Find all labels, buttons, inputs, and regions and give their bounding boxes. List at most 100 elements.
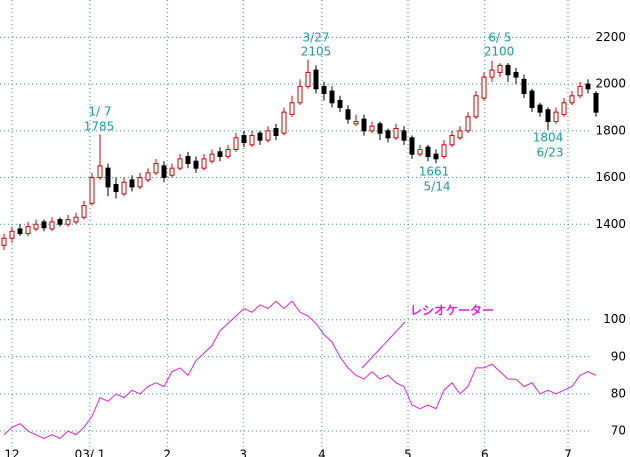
- candle-body: [225, 149, 231, 158]
- candle-body: [569, 95, 575, 104]
- x-tick-label: 4: [318, 448, 326, 457]
- candle-body: [89, 177, 95, 204]
- candle-body: [65, 219, 71, 225]
- candle-body: [409, 137, 415, 155]
- candle-body: [201, 158, 207, 169]
- candle-body: [505, 64, 511, 76]
- y-tick-label: 70: [611, 424, 626, 438]
- candle-body: [281, 111, 287, 134]
- label-pointer: [361, 321, 406, 369]
- indicator-line: [3, 300, 597, 440]
- candle-body: [313, 69, 319, 90]
- y-tick-label: 2000: [595, 77, 626, 91]
- y-tick-label: 90: [611, 349, 626, 363]
- candle-body: [193, 160, 199, 169]
- candle-body: [393, 127, 399, 139]
- candle-body: [545, 109, 551, 122]
- candle-body: [513, 71, 519, 78]
- candle-body: [473, 95, 479, 118]
- indicator-label: レシオケーター: [410, 304, 494, 318]
- candle-body: [345, 109, 351, 120]
- annotation: 2105: [301, 45, 332, 59]
- candle-body: [337, 99, 343, 108]
- y-tick-label: 2200: [595, 30, 626, 44]
- candle-body: [417, 149, 423, 155]
- annotation: 1661: [419, 165, 450, 179]
- x-tick-label: 2: [163, 448, 171, 457]
- x-tick-label: 5: [404, 448, 412, 457]
- candle-body: [217, 151, 223, 158]
- candle-body: [33, 223, 39, 230]
- candle-body: [113, 184, 119, 193]
- candle-body: [401, 130, 407, 141]
- candle-body: [521, 78, 527, 94]
- candle-body: [97, 165, 103, 179]
- candle-body: [121, 181, 127, 195]
- candle-body: [129, 179, 135, 188]
- candle-body: [305, 71, 311, 87]
- candle-body: [177, 158, 183, 169]
- candle-body: [497, 64, 503, 73]
- candle-body: [321, 85, 327, 94]
- candle-body: [73, 216, 79, 223]
- x-tick-label: 03/ 1: [75, 448, 106, 457]
- candle-body: [41, 221, 47, 229]
- x-tick-label: 7: [564, 448, 572, 457]
- annotations: 1/ 7 1785 3/27 2105 6/ 5 2100 1661 5/14 …: [84, 31, 564, 194]
- candle-body: [289, 102, 295, 115]
- candle-body: [369, 125, 375, 132]
- candle-body: [49, 221, 55, 230]
- candle-body: [457, 130, 463, 139]
- candle-body: [265, 130, 271, 141]
- annotation: 6/ 5: [488, 31, 511, 45]
- candle-body: [297, 85, 303, 104]
- x-tick-label: 3: [239, 448, 247, 457]
- candle-body: [209, 153, 215, 162]
- candle-body: [329, 90, 335, 104]
- x-tick-label: 6: [481, 448, 489, 457]
- candle-body: [361, 118, 367, 132]
- candle-body: [537, 104, 543, 113]
- candle-body: [145, 172, 151, 181]
- annotation: 1804: [533, 131, 564, 145]
- annotation: 1/ 7: [88, 105, 111, 119]
- candle-body: [81, 205, 87, 218]
- candle-body: [441, 144, 447, 158]
- candle-body: [257, 132, 263, 141]
- candle-body: [25, 226, 31, 235]
- candle-body: [17, 228, 23, 235]
- annotation: 5/14: [424, 180, 451, 194]
- candle-body: [241, 134, 247, 144]
- candle-body: [105, 167, 111, 188]
- candle-body: [249, 134, 255, 146]
- candle-body: [9, 230, 15, 239]
- candle-body: [465, 116, 471, 132]
- y-tick-label: 100: [603, 312, 626, 326]
- candle-body: [553, 111, 559, 122]
- y-tick-label: 1400: [595, 217, 626, 231]
- annotation: 2100: [484, 45, 515, 59]
- candle-body: [273, 127, 279, 136]
- candle-body: [449, 134, 455, 146]
- candle-body: [185, 156, 191, 165]
- candle-body: [161, 165, 167, 179]
- y-tick-label: 1800: [595, 123, 626, 137]
- candle-body: [1, 237, 7, 246]
- candle-body: [577, 85, 583, 97]
- x-tick-label: 12: [4, 448, 19, 457]
- y-tick-label: 1600: [595, 170, 626, 184]
- candle-body: [57, 219, 63, 225]
- candle-body: [561, 102, 567, 115]
- candle-body: [585, 83, 591, 90]
- candle-body: [353, 120, 359, 125]
- candle-body: [385, 130, 391, 139]
- annotation: 6/23: [537, 146, 564, 160]
- candle-body: [153, 163, 159, 174]
- y-tick-label: 80: [611, 386, 626, 400]
- candle-body: [481, 76, 487, 99]
- candle-body: [137, 177, 143, 188]
- candle-body: [169, 167, 175, 176]
- candle-body: [425, 146, 431, 158]
